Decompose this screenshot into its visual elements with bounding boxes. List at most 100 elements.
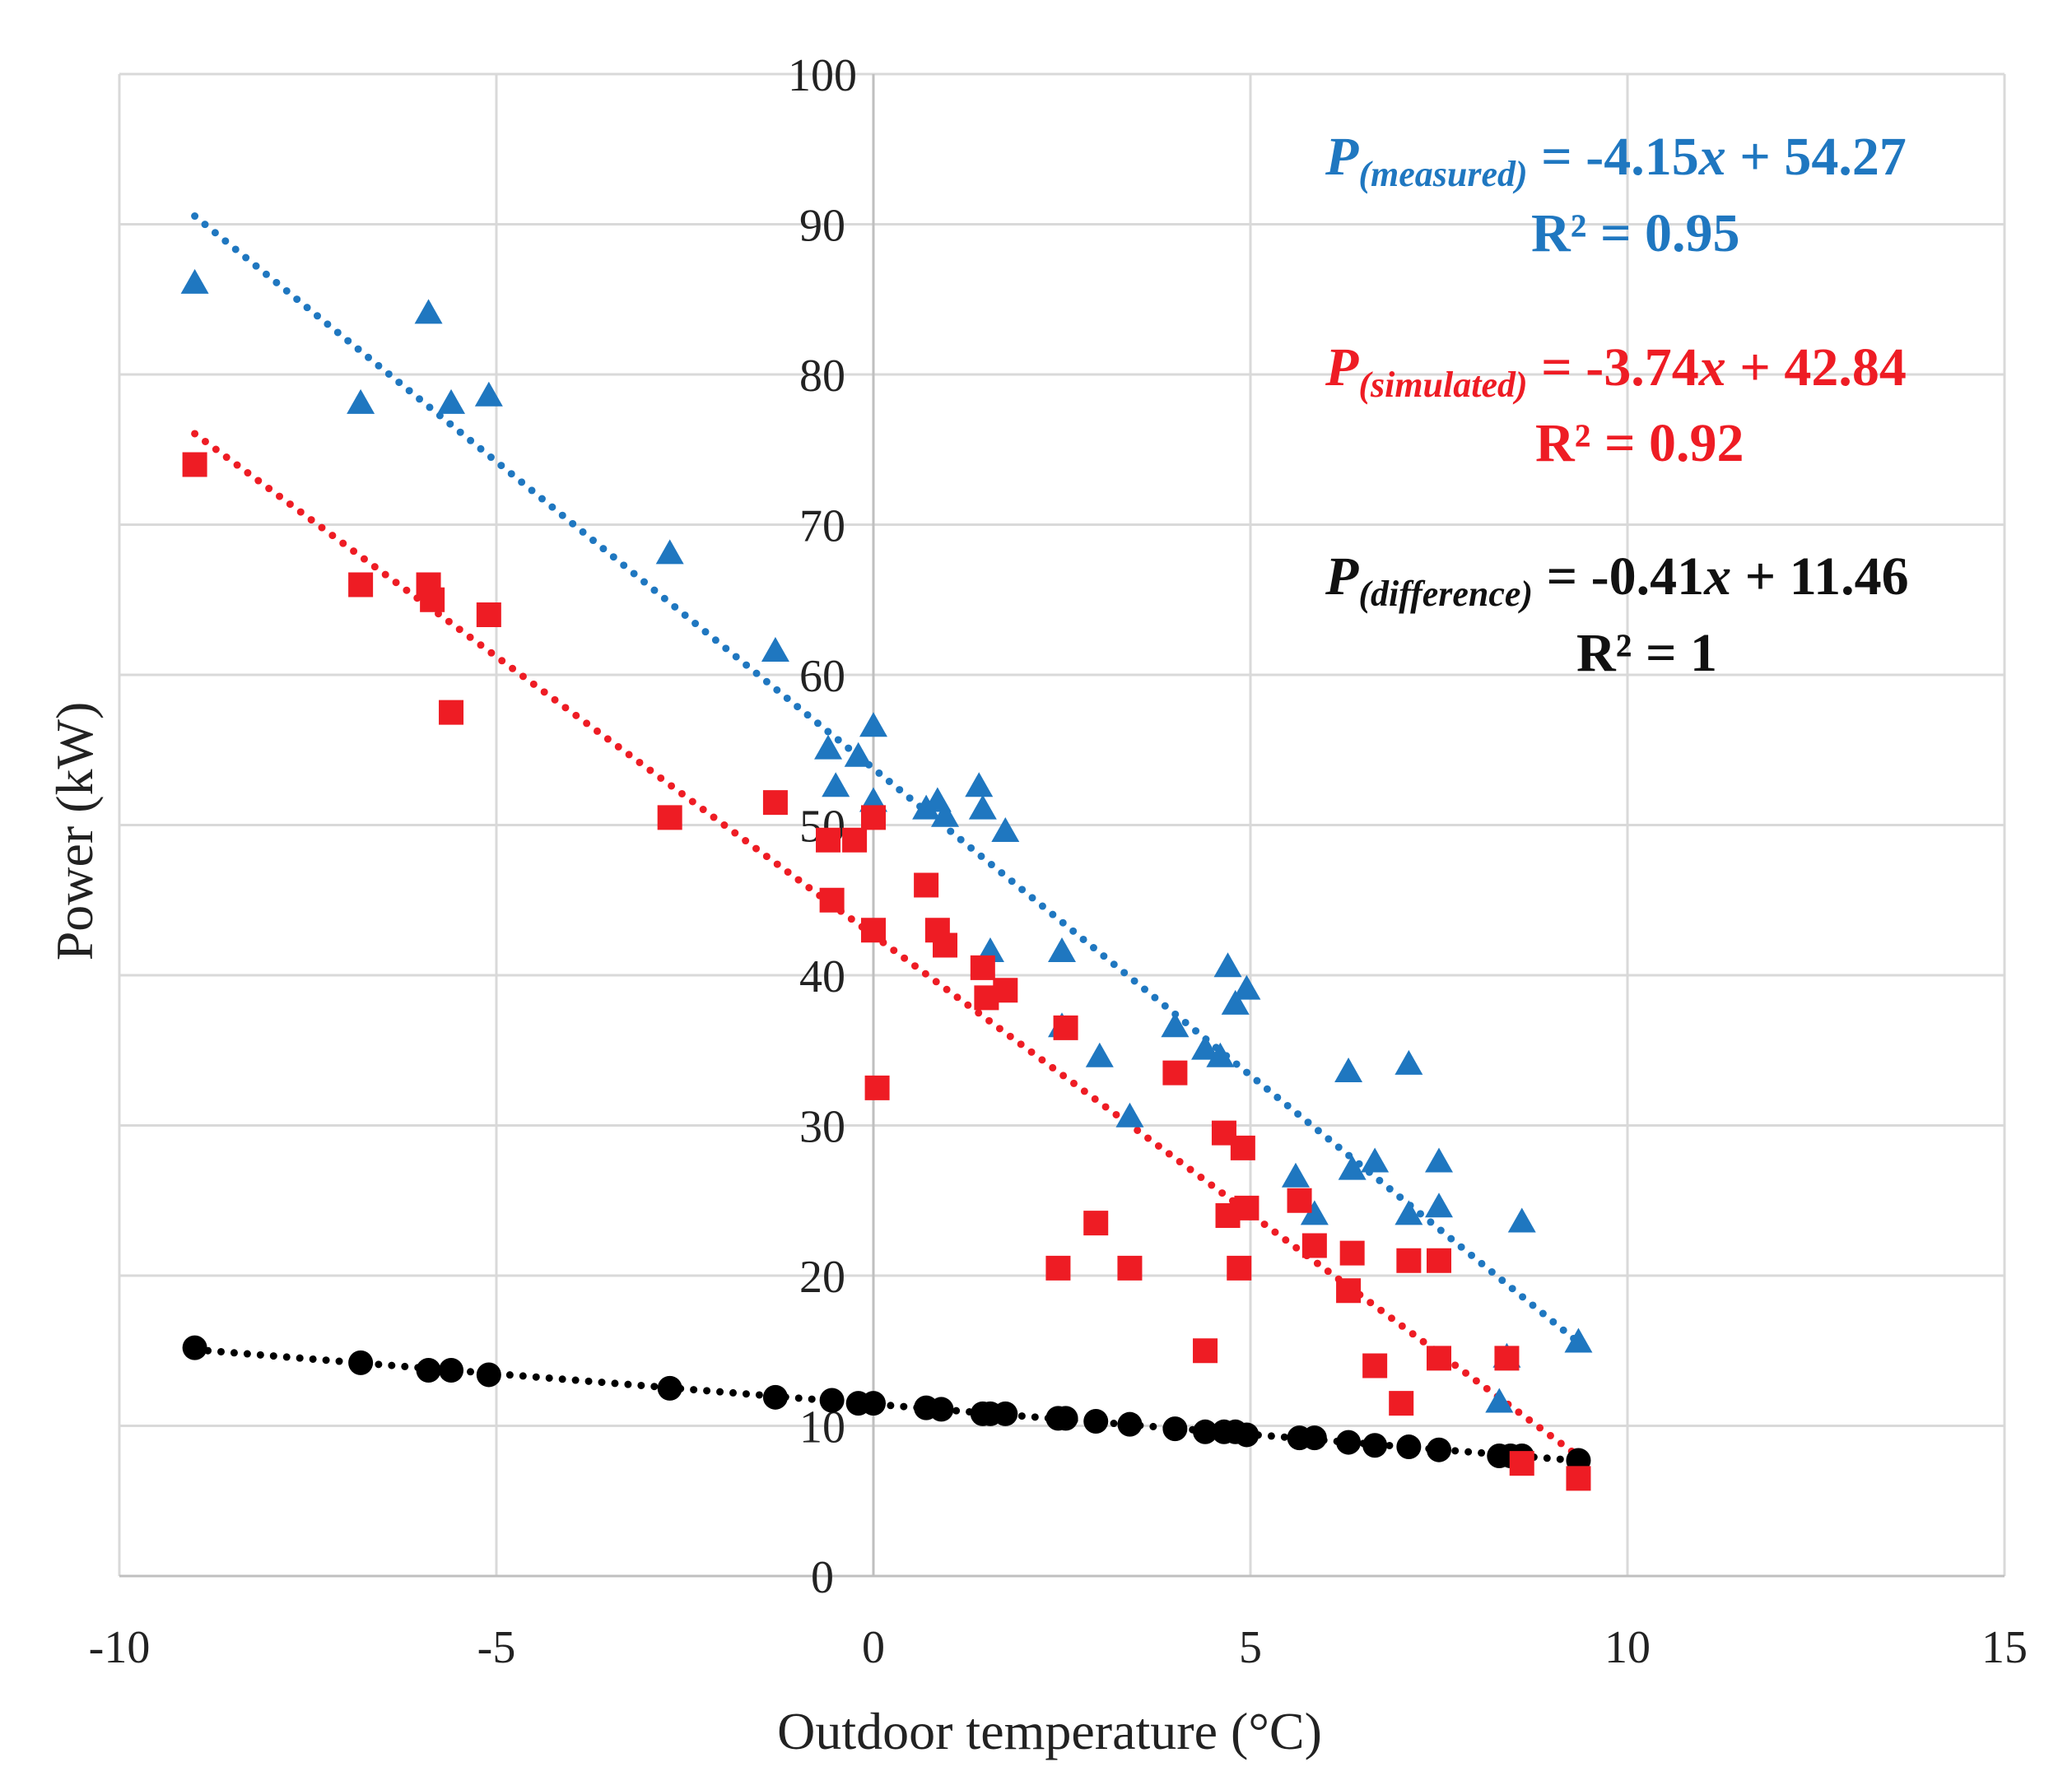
eq-simulated-r2: R² = 0.92 <box>1535 413 1744 473</box>
eq-simulated-intercept: + 42.84 <box>1726 337 1907 398</box>
point-simulated <box>842 827 868 853</box>
point-simulated <box>657 805 682 830</box>
x-tick-label: -5 <box>477 1622 516 1673</box>
point-simulated <box>1287 1188 1312 1213</box>
y-tick-label: 30 <box>799 1102 845 1153</box>
point-measured <box>1206 1042 1235 1067</box>
point-simulated <box>1336 1278 1362 1304</box>
y-tick-label: 70 <box>799 501 845 552</box>
point-measured <box>1395 1049 1423 1075</box>
point-measured <box>655 539 684 565</box>
point-simulated <box>816 827 841 853</box>
point-simulated <box>1566 1466 1591 1491</box>
point-simulated <box>1193 1338 1218 1364</box>
data-markers <box>180 268 1593 1491</box>
point-simulated <box>914 872 939 898</box>
point-simulated <box>420 587 445 612</box>
point-measured <box>844 742 873 767</box>
point-simulated <box>1494 1346 1520 1371</box>
svg-text:P(simulated) = -3.74x + 42.84: P(simulated) = -3.74x + 42.84 <box>1325 337 1907 405</box>
point-difference <box>439 1357 464 1383</box>
point-simulated <box>1509 1451 1534 1476</box>
point-difference <box>1193 1419 1218 1444</box>
point-simulated <box>1045 1255 1071 1281</box>
point-measured <box>822 772 850 797</box>
point-difference <box>657 1375 682 1401</box>
point-difference <box>348 1350 374 1375</box>
x-tick-label: 5 <box>1239 1622 1262 1673</box>
point-difference <box>476 1362 501 1388</box>
point-measured <box>1085 1042 1114 1067</box>
svg-text:P(difference) = -0.41x + 11.46: P(difference) = -0.41x + 11.46 <box>1325 546 1909 614</box>
point-measured <box>1300 1200 1329 1225</box>
point-measured <box>968 794 997 820</box>
eq-difference-intercept: + 11.46 <box>1731 546 1908 607</box>
eq-measured-x: x <box>1698 127 1726 187</box>
eq-simulated-x: x <box>1698 337 1726 398</box>
point-simulated <box>439 700 464 725</box>
point-measured <box>1425 1193 1453 1218</box>
point-simulated <box>1362 1353 1388 1379</box>
y-tick-label: 100 <box>788 50 857 101</box>
annotation-simulated: P(simulated) = -3.74x + 42.84 R² = 0.92 <box>1325 337 1907 473</box>
y-tick-label: 80 <box>799 351 845 402</box>
point-measured <box>1161 1012 1190 1038</box>
point-measured <box>1048 937 1076 963</box>
point-difference <box>1336 1430 1362 1455</box>
trendline-measured <box>191 212 1582 1346</box>
point-simulated <box>348 572 374 597</box>
point-measured <box>1213 952 1242 978</box>
point-measured <box>1191 1034 1220 1060</box>
point-simulated <box>933 932 958 958</box>
y-tick-label: 20 <box>799 1252 845 1303</box>
point-difference <box>1083 1409 1109 1434</box>
point-simulated <box>1396 1248 1422 1273</box>
point-simulated <box>819 887 845 913</box>
point-difference <box>182 1335 207 1360</box>
annotation-difference: P(difference) = -0.41x + 11.46 R² = 1 <box>1325 546 1909 683</box>
point-simulated <box>1083 1211 1109 1236</box>
point-measured <box>991 817 1020 843</box>
eq-measured-intercept: + 54.27 <box>1726 127 1907 187</box>
point-measured <box>474 381 503 407</box>
eq-measured-sub: (measured) <box>1358 154 1527 194</box>
point-difference <box>1427 1437 1451 1462</box>
eq-simulated-p: P <box>1325 337 1359 398</box>
x-tick-label: -10 <box>89 1622 151 1673</box>
point-difference <box>1396 1434 1422 1460</box>
point-measured <box>1115 1102 1144 1127</box>
point-simulated <box>182 452 207 477</box>
eq-measured-slope: = -4.15 <box>1528 127 1699 187</box>
x-tick-label: 15 <box>1981 1622 2028 1673</box>
eq-difference-x: x <box>1703 546 1731 607</box>
point-difference <box>1162 1416 1188 1442</box>
point-simulated <box>1301 1233 1327 1258</box>
x-axis-title: Outdoor temperature (°C) <box>777 1702 1322 1760</box>
point-simulated <box>864 1075 890 1100</box>
point-measured <box>931 802 960 827</box>
eq-difference-sub: (difference) <box>1358 574 1533 614</box>
y-tick-label: 90 <box>799 201 845 252</box>
point-simulated <box>1117 1255 1143 1281</box>
point-measured <box>1232 974 1261 1000</box>
point-measured <box>1221 989 1250 1015</box>
point-simulated <box>1234 1195 1259 1220</box>
y-tick-label: 60 <box>799 651 845 702</box>
point-measured <box>859 712 887 737</box>
eq-difference-p: P <box>1325 546 1359 607</box>
point-difference <box>1301 1425 1327 1451</box>
point-measured <box>761 637 789 663</box>
point-measured <box>965 772 994 797</box>
point-simulated <box>861 918 886 943</box>
eq-simulated-slope: = -3.74 <box>1528 337 1699 398</box>
x-tick-labels: -10 -5 0 5 10 15 <box>89 1622 2028 1673</box>
point-simulated <box>1230 1135 1255 1160</box>
x-tick-label: 0 <box>862 1622 885 1673</box>
point-difference <box>1117 1411 1143 1437</box>
point-measured <box>1507 1207 1536 1233</box>
svg-text:P(measured) = -4.15x + 54.27: P(measured) = -4.15x + 54.27 <box>1325 127 1907 194</box>
point-difference <box>1362 1433 1388 1458</box>
eq-measured-p: P <box>1325 127 1359 187</box>
point-simulated <box>861 805 886 830</box>
